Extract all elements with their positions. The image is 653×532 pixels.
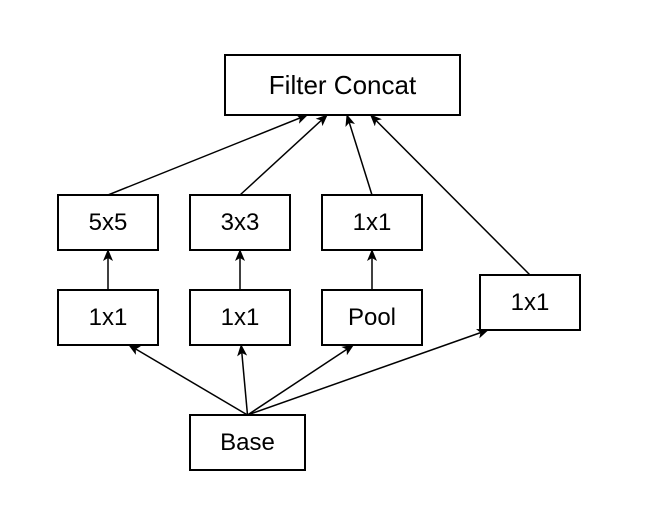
- node-label-n1x1d: 1x1: [511, 289, 550, 316]
- edge-base-to-n1x1b: [129, 345, 248, 415]
- edges-layer: [108, 115, 530, 415]
- node-filter: Filter Concat: [225, 55, 460, 115]
- node-label-n1x1c: 1x1: [221, 304, 260, 331]
- edge-n1x1a-to-filter: [347, 115, 372, 195]
- edge-base-to-n1x1c: [241, 345, 247, 415]
- node-n1x1c: 1x1: [190, 290, 290, 345]
- node-n1x1a: 1x1: [322, 195, 422, 250]
- node-label-n3x3: 3x3: [221, 209, 260, 236]
- node-pool: Pool: [322, 290, 422, 345]
- node-n5x5: 5x5: [58, 195, 158, 250]
- node-n1x1b: 1x1: [58, 290, 158, 345]
- node-label-pool: Pool: [348, 304, 396, 331]
- node-label-base: Base: [220, 429, 275, 456]
- node-label-filter: Filter Concat: [269, 70, 417, 100]
- node-label-n1x1b: 1x1: [89, 304, 128, 331]
- diagram-canvas: Filter Concat 5x5 3x3 1x1 1x1 1x1 Pool 1x1 Base: [0, 0, 653, 532]
- node-label-n1x1a: 1x1: [353, 209, 392, 236]
- edge-n3x3-to-filter: [240, 115, 327, 195]
- node-n1x1d: 1x1: [480, 275, 580, 330]
- node-base: Base: [190, 415, 305, 470]
- node-label-n5x5: 5x5: [89, 209, 128, 236]
- nodes-layer: Filter Concat 5x5 3x3 1x1 1x1 1x1 Pool 1x1 Base: [58, 55, 580, 470]
- edge-base-to-pool: [248, 345, 354, 415]
- edge-n5x5-to-filter: [108, 115, 307, 195]
- node-n3x3: 3x3: [190, 195, 290, 250]
